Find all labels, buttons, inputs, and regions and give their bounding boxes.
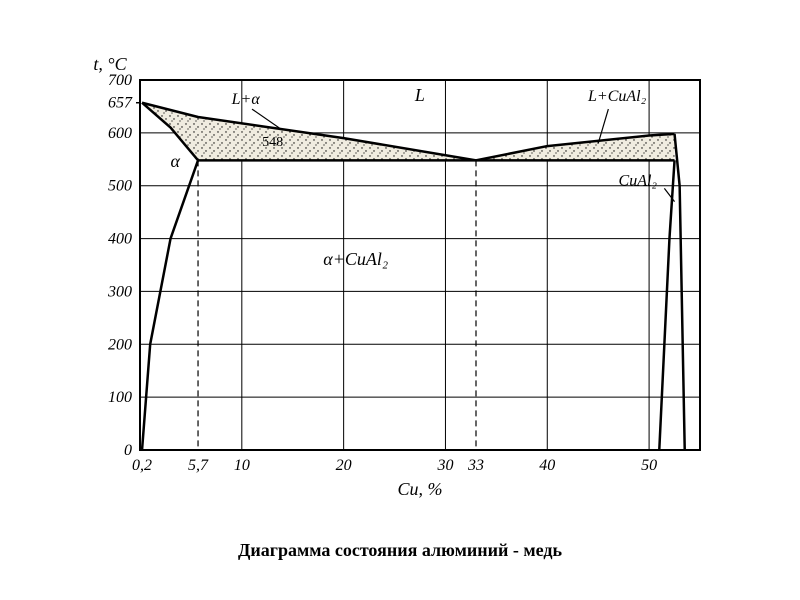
svg-text:α+CuAl₂: α+CuAl₂ xyxy=(323,249,388,269)
phase-diagram: 0 100 200 300 400 500 600 700 657 t, °C 10 20 30 40 50… xyxy=(80,50,720,520)
svg-text:50: 50 xyxy=(641,457,657,474)
chart-svg: 0 100 200 300 400 500 600 700 657 t, °C 10 20 30 40 50… xyxy=(80,50,720,520)
svg-text:L+α: L+α xyxy=(231,91,261,108)
svg-text:300: 300 xyxy=(107,283,132,300)
caption: Диаграмма состояния алюминий - медь xyxy=(0,540,800,561)
svg-text:t, °C: t, °C xyxy=(93,54,127,74)
svg-text:5,7: 5,7 xyxy=(188,457,209,474)
svg-text:CuAl₂: CuAl₂ xyxy=(619,173,658,190)
svg-text:100: 100 xyxy=(108,389,132,406)
svg-text:40: 40 xyxy=(539,457,555,474)
svg-text:30: 30 xyxy=(436,457,453,474)
svg-text:33: 33 xyxy=(467,457,484,474)
svg-text:548: 548 xyxy=(262,135,283,150)
svg-text:600: 600 xyxy=(108,125,132,142)
svg-text:657: 657 xyxy=(108,95,133,112)
svg-text:400: 400 xyxy=(108,231,132,248)
svg-text:500: 500 xyxy=(108,178,132,195)
svg-text:Cu, %: Cu, % xyxy=(398,479,443,499)
svg-text:0,2: 0,2 xyxy=(132,457,152,474)
svg-text:L+CuAl₂: L+CuAl₂ xyxy=(587,88,647,105)
svg-text:10: 10 xyxy=(234,457,250,474)
svg-text:0: 0 xyxy=(124,442,132,459)
svg-text:α: α xyxy=(171,151,181,171)
svg-text:20: 20 xyxy=(336,457,352,474)
svg-text:700: 700 xyxy=(108,72,132,89)
svg-text:L: L xyxy=(414,85,425,105)
svg-text:200: 200 xyxy=(108,336,132,353)
